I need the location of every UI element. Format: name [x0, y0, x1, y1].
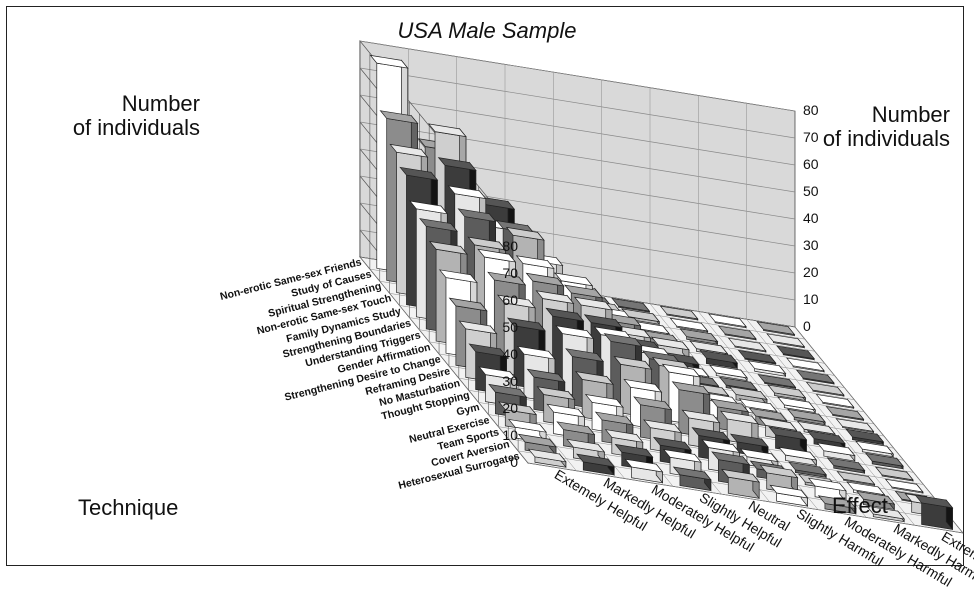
bar	[787, 408, 826, 426]
bar	[707, 313, 747, 329]
chart-title: USA Male Sample	[397, 18, 577, 43]
bar	[669, 317, 709, 334]
bar	[757, 374, 797, 390]
bar	[717, 325, 757, 341]
gridline	[359, 121, 796, 193]
bar	[855, 440, 895, 458]
gridline	[359, 40, 796, 112]
bar	[864, 452, 904, 470]
effect-axis-title: Effect	[832, 493, 888, 518]
z-tick-label-left: 60	[502, 292, 518, 308]
gridline	[746, 319, 915, 526]
bar	[777, 396, 817, 414]
bar	[795, 369, 835, 385]
gridline	[527, 462, 964, 534]
z-axis-label-line: Number	[871, 102, 950, 127]
bar	[699, 349, 739, 370]
bar	[914, 494, 954, 531]
bar	[659, 305, 699, 321]
z-tick-label-left: 20	[502, 400, 518, 416]
z-tick-label-right: 0	[803, 318, 811, 334]
z-tick-label-right: 20	[803, 264, 819, 280]
bar	[776, 345, 816, 361]
z-tick-label-right: 60	[803, 156, 819, 172]
bar	[737, 349, 777, 366]
z-tick-label-right: 80	[803, 102, 819, 118]
bar	[766, 333, 806, 349]
bar	[527, 448, 567, 469]
z-axis-label-right: Number of individuals	[790, 103, 950, 151]
bar	[816, 442, 856, 463]
z-tick-label-left: 40	[502, 346, 518, 362]
bar	[576, 453, 616, 476]
z-tick-label-left: 30	[502, 373, 518, 389]
bar	[836, 470, 876, 487]
z-tick-label-left: 80	[502, 238, 518, 254]
bar	[611, 297, 651, 314]
z-tick-label-right: 30	[803, 237, 819, 253]
z-axis-label-line: Number	[121, 91, 200, 116]
bar	[884, 478, 924, 495]
bar	[845, 428, 885, 446]
gridline	[359, 94, 796, 166]
bar	[788, 461, 828, 479]
z-tick-label-left: 70	[502, 265, 518, 281]
z-tick-label-right: 50	[803, 183, 819, 199]
bar	[874, 466, 914, 482]
bar	[856, 490, 896, 511]
gridline	[359, 67, 796, 139]
bar	[679, 328, 719, 346]
bar	[727, 337, 767, 353]
technique-axis-title: Technique	[78, 495, 179, 520]
z-tick-label-right: 70	[803, 129, 819, 145]
z-axis-label-line: of individuals	[72, 115, 200, 140]
bar	[672, 466, 712, 492]
z-tick-label-right: 10	[803, 291, 819, 307]
chart-plot-area	[359, 40, 964, 534]
gridline	[359, 256, 529, 464]
bar	[624, 458, 664, 484]
z-tick-label-left: 50	[502, 319, 518, 335]
bar	[769, 484, 809, 508]
bar	[756, 321, 796, 337]
bar	[517, 433, 557, 457]
z-tick-label-right: 40	[803, 210, 819, 226]
bar	[815, 393, 855, 410]
z-axis-label-line: of individuals	[822, 126, 950, 151]
bar	[721, 468, 761, 500]
bar	[817, 495, 857, 515]
bar	[747, 360, 787, 378]
bar	[826, 457, 866, 475]
z-tick-label-left: 0	[510, 454, 518, 470]
bar	[835, 418, 875, 434]
z-axis-label-left: Number of individuals	[50, 92, 200, 140]
z-tick-label-left: 10	[502, 427, 518, 443]
bar	[866, 505, 906, 523]
bar	[805, 381, 845, 398]
bar	[785, 357, 825, 373]
bar	[778, 446, 818, 467]
bar	[709, 364, 749, 382]
bar	[825, 406, 865, 422]
bar	[767, 384, 807, 402]
